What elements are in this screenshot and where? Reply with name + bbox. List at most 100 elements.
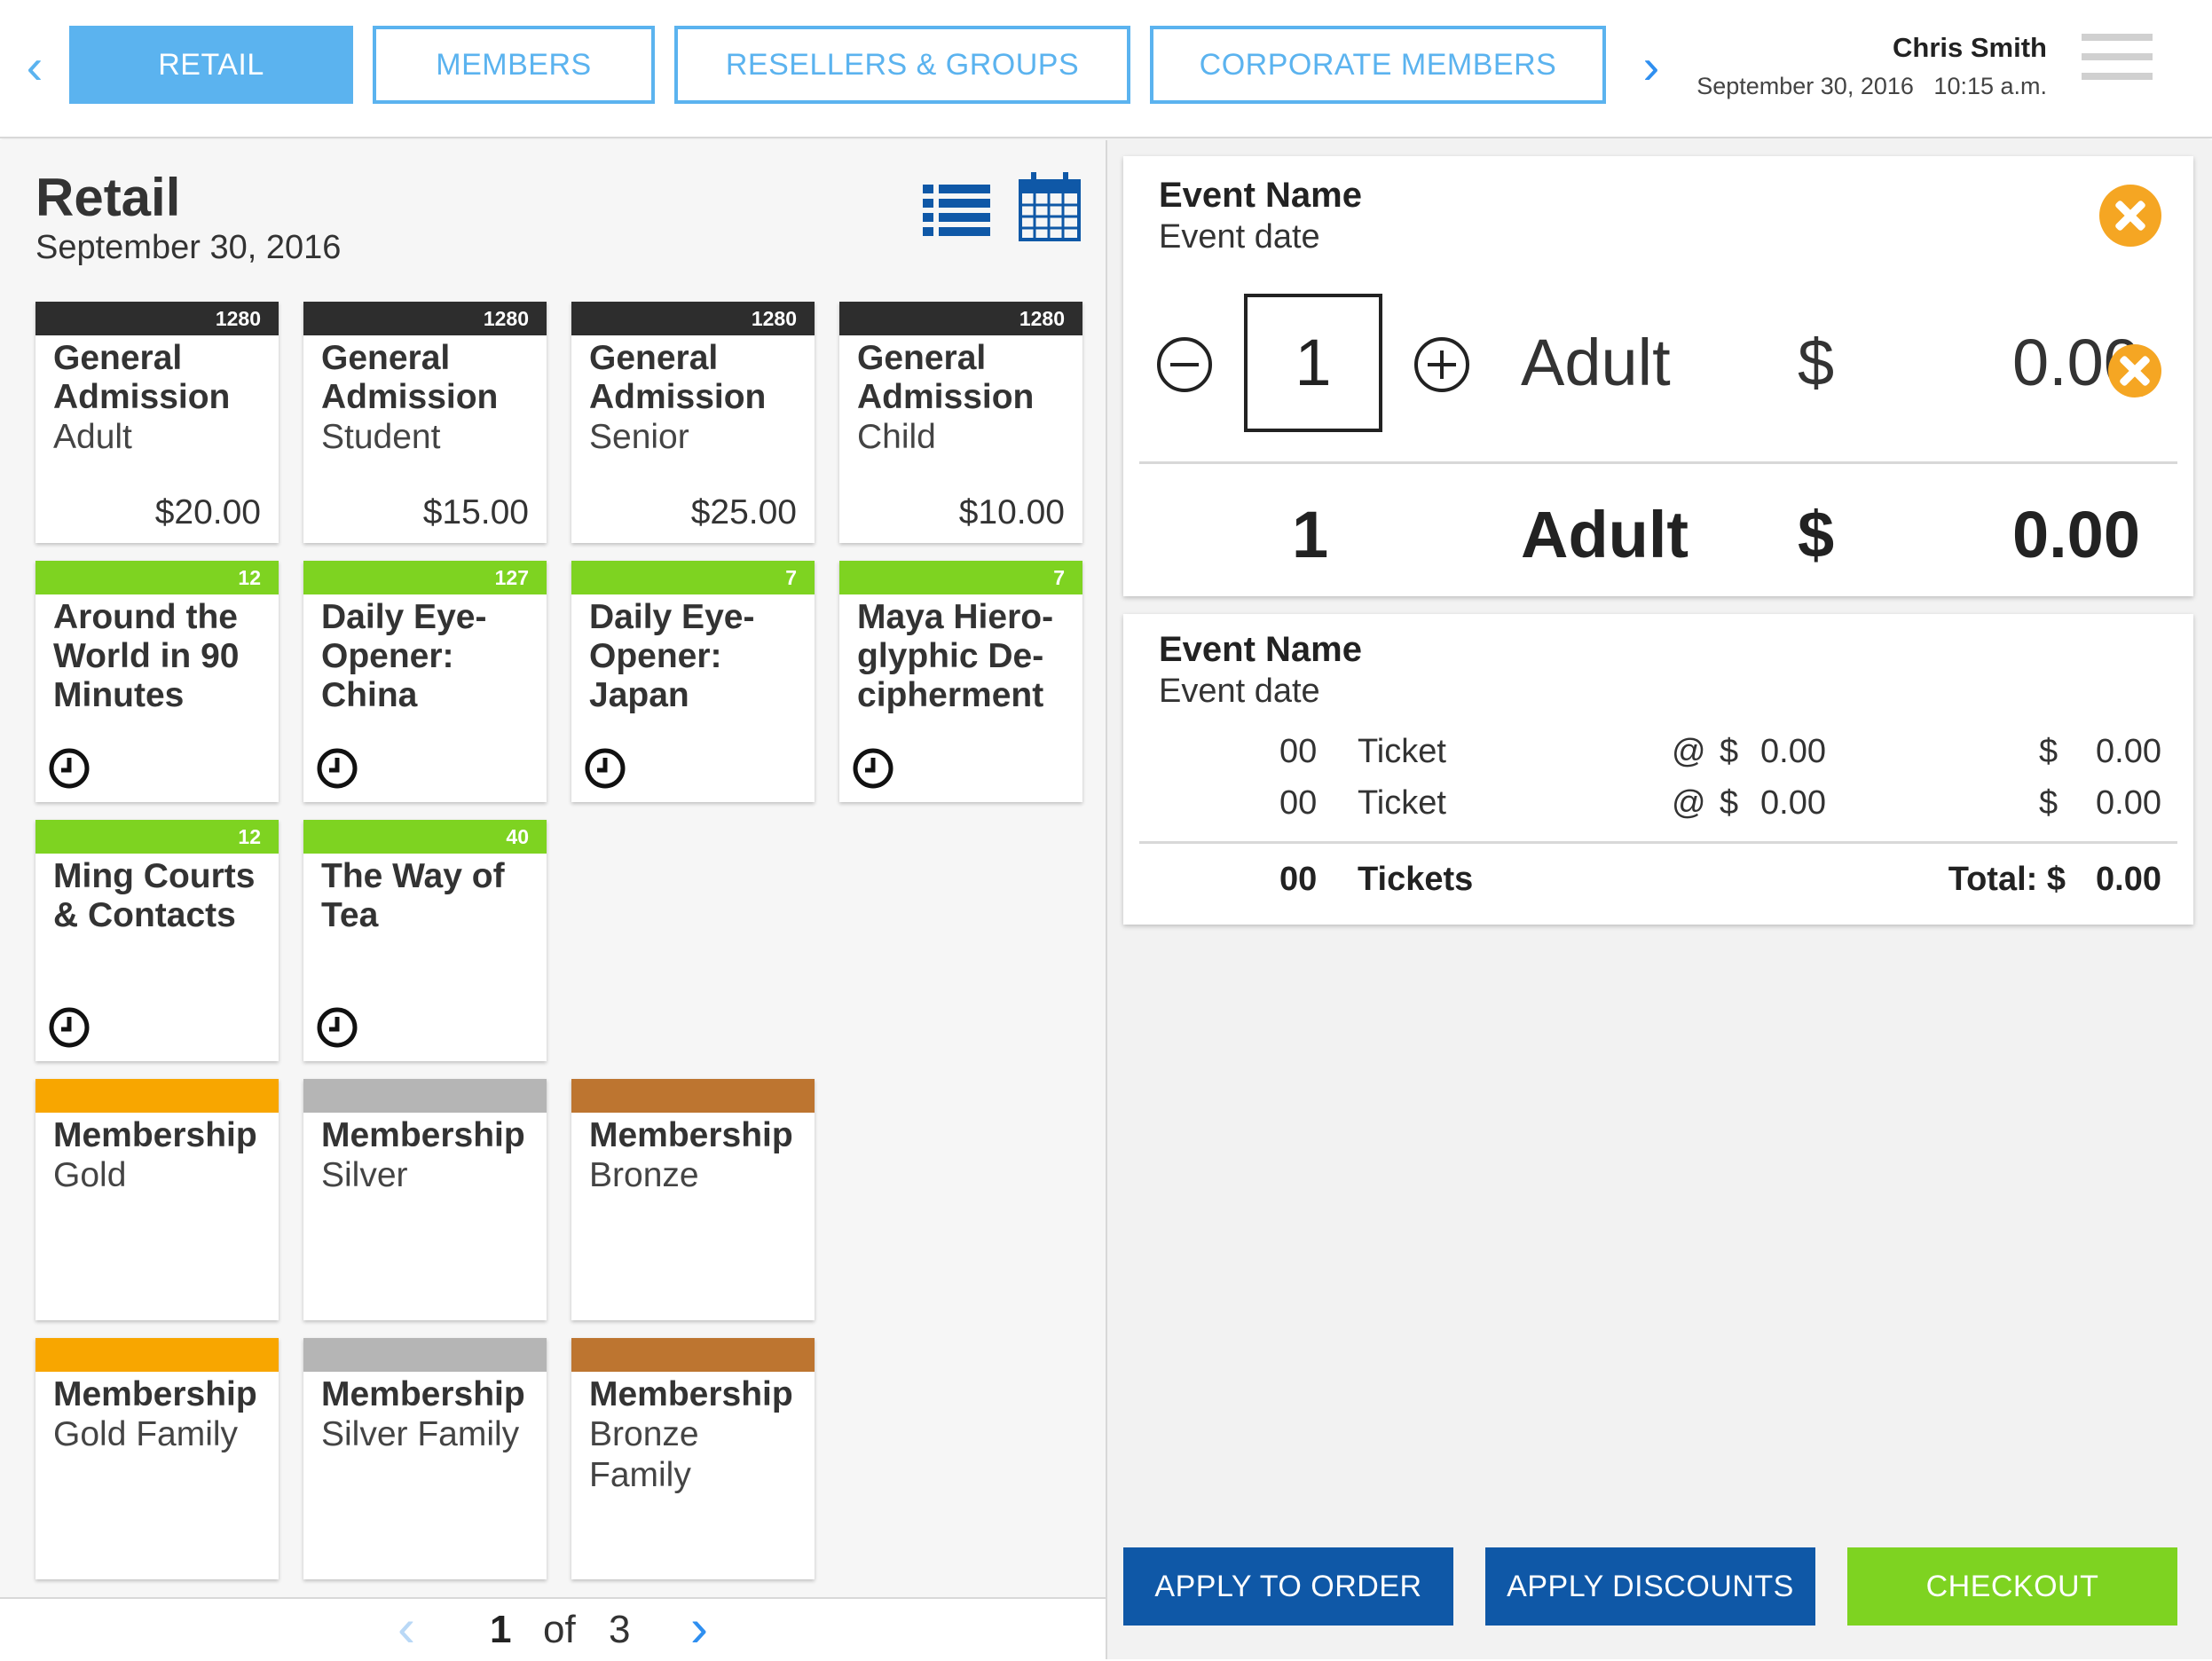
- line-currency: $: [2039, 784, 2058, 822]
- product-card-daily-eye-opener-china[interactable]: 127 Daily Eye-Opener: China: [303, 561, 547, 802]
- clock-icon: [585, 748, 626, 789]
- product-variant: Adult: [53, 418, 132, 456]
- ticket-type: Adult: [1521, 326, 1671, 399]
- unit-currency: $: [1720, 784, 1739, 822]
- user-time: 10:15 a.m.: [1933, 73, 2047, 99]
- tab-members[interactable]: MEMBERS: [373, 26, 655, 104]
- clock-icon: [853, 748, 893, 789]
- tab-resellers-groups[interactable]: RESELLERS & GROUPS: [674, 26, 1130, 104]
- user-name: Chris Smith: [1893, 32, 2047, 63]
- capacity-badge: 127: [303, 561, 547, 594]
- product-variant: Silver Family: [321, 1415, 520, 1453]
- product-card-maya-hieroglyphic[interactable]: 7 Maya Hiero-glyphic De-cipherment: [839, 561, 1082, 802]
- summary-currency: $: [1798, 498, 1835, 571]
- tab-retail[interactable]: RETAIL: [69, 26, 353, 104]
- capacity-badge: 12: [35, 820, 279, 854]
- capacity-badge: 12: [35, 561, 279, 594]
- product-name: Membership: [589, 1116, 793, 1154]
- checkout-button[interactable]: CHECKOUT: [1847, 1547, 2177, 1626]
- product-card-general-admission-senior[interactable]: 1280 General Admission Senior $25.00: [571, 302, 815, 543]
- product-variant: Bronze Family: [589, 1415, 699, 1494]
- pager-prev-icon[interactable]: ‹: [398, 1598, 415, 1657]
- capacity-badge: 1280: [571, 302, 815, 335]
- product-name: Membership: [589, 1375, 793, 1413]
- product-card-way-of-tea[interactable]: 40 The Way of Tea: [303, 820, 547, 1061]
- divider: [1139, 841, 2177, 844]
- at-symbol: @: [1672, 733, 1706, 770]
- product-name: Membership: [53, 1375, 257, 1413]
- event-date: Event date: [1159, 218, 1320, 256]
- event-date: Event date: [1159, 673, 1320, 710]
- increment-button[interactable]: [1414, 337, 1469, 392]
- product-price: $15.00: [422, 493, 529, 531]
- product-panel: Retail September 30, 2016 1280 General A…: [0, 140, 1106, 1659]
- product-variant: Bronze: [589, 1156, 699, 1194]
- tab-corporate-members[interactable]: CORPORATE MEMBERS: [1150, 26, 1606, 104]
- line-label: Ticket: [1358, 784, 1446, 822]
- remove-line-icon[interactable]: [2108, 344, 2161, 398]
- chevron-right-icon[interactable]: ›: [1642, 38, 1660, 94]
- product-card-general-admission-student[interactable]: 1280 General Admission Student $15.00: [303, 302, 547, 543]
- unit-currency: $: [1720, 733, 1739, 770]
- chevron-left-icon[interactable]: ‹: [26, 38, 43, 94]
- product-card-membership-bronze-family[interactable]: Membership Bronze Family: [571, 1338, 815, 1579]
- product-name: Daily Eye-Opener: China: [321, 598, 487, 714]
- product-name: Membership: [53, 1116, 257, 1154]
- user-date: September 30, 2016: [1696, 73, 1914, 99]
- apply-discounts-button[interactable]: APPLY DISCOUNTS: [1485, 1547, 1815, 1626]
- page-title: Retail: [35, 168, 181, 227]
- product-card-ming-courts[interactable]: 12 Ming Courts & Contacts: [35, 820, 279, 1061]
- summary-amount: 0.00: [2011, 498, 2140, 571]
- product-price: $10.00: [958, 493, 1065, 531]
- hamburger-menu-icon[interactable]: [2082, 34, 2153, 96]
- quantity-input[interactable]: 1: [1244, 294, 1382, 432]
- product-name: Daily Eye-Opener: Japan: [589, 598, 755, 714]
- clock-icon: [317, 748, 358, 789]
- top-bar: ‹ RETAIL MEMBERS RESELLERS & GROUPS CORP…: [0, 0, 2212, 138]
- line-label: Ticket: [1358, 733, 1446, 770]
- product-card-membership-bronze[interactable]: Membership Bronze: [571, 1079, 815, 1320]
- product-card-daily-eye-opener-japan[interactable]: 7 Daily Eye-Opener: Japan: [571, 561, 815, 802]
- tier-bar-bronze: [571, 1338, 815, 1372]
- currency-symbol: $: [1798, 326, 1835, 399]
- total-qty: 00: [1279, 861, 1318, 898]
- product-card-membership-gold[interactable]: Membership Gold: [35, 1079, 279, 1320]
- product-card-general-admission-child[interactable]: 1280 General Admission Child $10.00: [839, 302, 1082, 543]
- product-name: General Admission: [589, 339, 767, 416]
- close-event-icon[interactable]: [2099, 185, 2161, 247]
- product-variant: Gold Family: [53, 1415, 239, 1453]
- total-amount: 0.00: [2096, 861, 2161, 898]
- capacity-badge: 7: [571, 561, 815, 594]
- tier-bar-bronze: [571, 1079, 815, 1113]
- product-name: General Admission: [857, 339, 1035, 416]
- apply-to-order-button[interactable]: APPLY TO ORDER: [1123, 1547, 1453, 1626]
- clock-icon: [317, 1007, 358, 1048]
- pager-next-icon[interactable]: ›: [690, 1598, 708, 1657]
- total-label: Tickets: [1358, 861, 1474, 898]
- list-view-icon[interactable]: [923, 181, 990, 240]
- clock-icon: [49, 1007, 90, 1048]
- unit-price: 0.00: [1760, 733, 1826, 770]
- page-date: September 30, 2016: [35, 229, 342, 266]
- product-card-membership-silver-family[interactable]: Membership Silver Family: [303, 1338, 547, 1579]
- line-currency: $: [2039, 733, 2058, 770]
- product-card-membership-gold-family[interactable]: Membership Gold Family: [35, 1338, 279, 1579]
- line-total: 0.00: [2096, 784, 2161, 822]
- product-variant: Gold: [53, 1156, 127, 1194]
- unit-price: 0.00: [1760, 784, 1826, 822]
- calendar-icon[interactable]: [1019, 172, 1081, 241]
- product-name: Around the World in 90 Minutes: [53, 598, 240, 714]
- pager-of-label: of: [543, 1608, 576, 1651]
- capacity-badge: 40: [303, 820, 547, 854]
- decrement-button[interactable]: [1157, 337, 1212, 392]
- product-name: Membership: [321, 1116, 525, 1154]
- product-name: General Admission: [53, 339, 231, 416]
- product-card-around-the-world[interactable]: 12 Around the World in 90 Minutes: [35, 561, 279, 802]
- capacity-badge: 1280: [839, 302, 1082, 335]
- capacity-badge: 7: [839, 561, 1082, 594]
- product-card-membership-silver[interactable]: Membership Silver: [303, 1079, 547, 1320]
- order-panel: Event Name Event date 1 Adult $ 0.00 1 A…: [1107, 140, 2212, 1659]
- product-card-general-admission-adult[interactable]: 1280 General Admission Adult $20.00: [35, 302, 279, 543]
- summary-ticket-type: Adult: [1521, 498, 1689, 571]
- product-name: Maya Hiero-glyphic De-cipherment: [857, 598, 1054, 714]
